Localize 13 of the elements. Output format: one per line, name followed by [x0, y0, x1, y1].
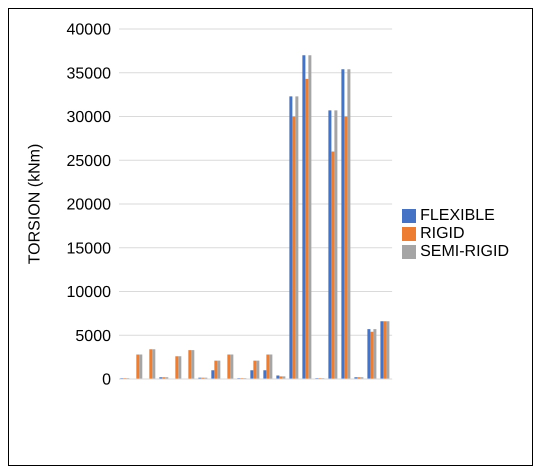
y-tick-label: 0 — [102, 372, 112, 389]
y-tick-label: 40000 — [66, 22, 112, 39]
y-tick-label: 20000 — [66, 196, 112, 214]
legend-label: FLEXIBLE — [420, 207, 495, 224]
y-axis-title: TORSION (kNm) — [26, 144, 44, 264]
legend-label: SEMI-RIGID — [420, 243, 509, 260]
y-tick-label: 10000 — [66, 284, 112, 302]
y-tick-label: 15000 — [66, 240, 112, 258]
y-tick-label: 25000 — [66, 152, 112, 170]
legend-label: RIGID — [420, 225, 465, 242]
y-tick-label: 5000 — [75, 328, 112, 345]
y-tick-label: 35000 — [66, 65, 112, 82]
y-tick-label: 30000 — [66, 109, 112, 126]
